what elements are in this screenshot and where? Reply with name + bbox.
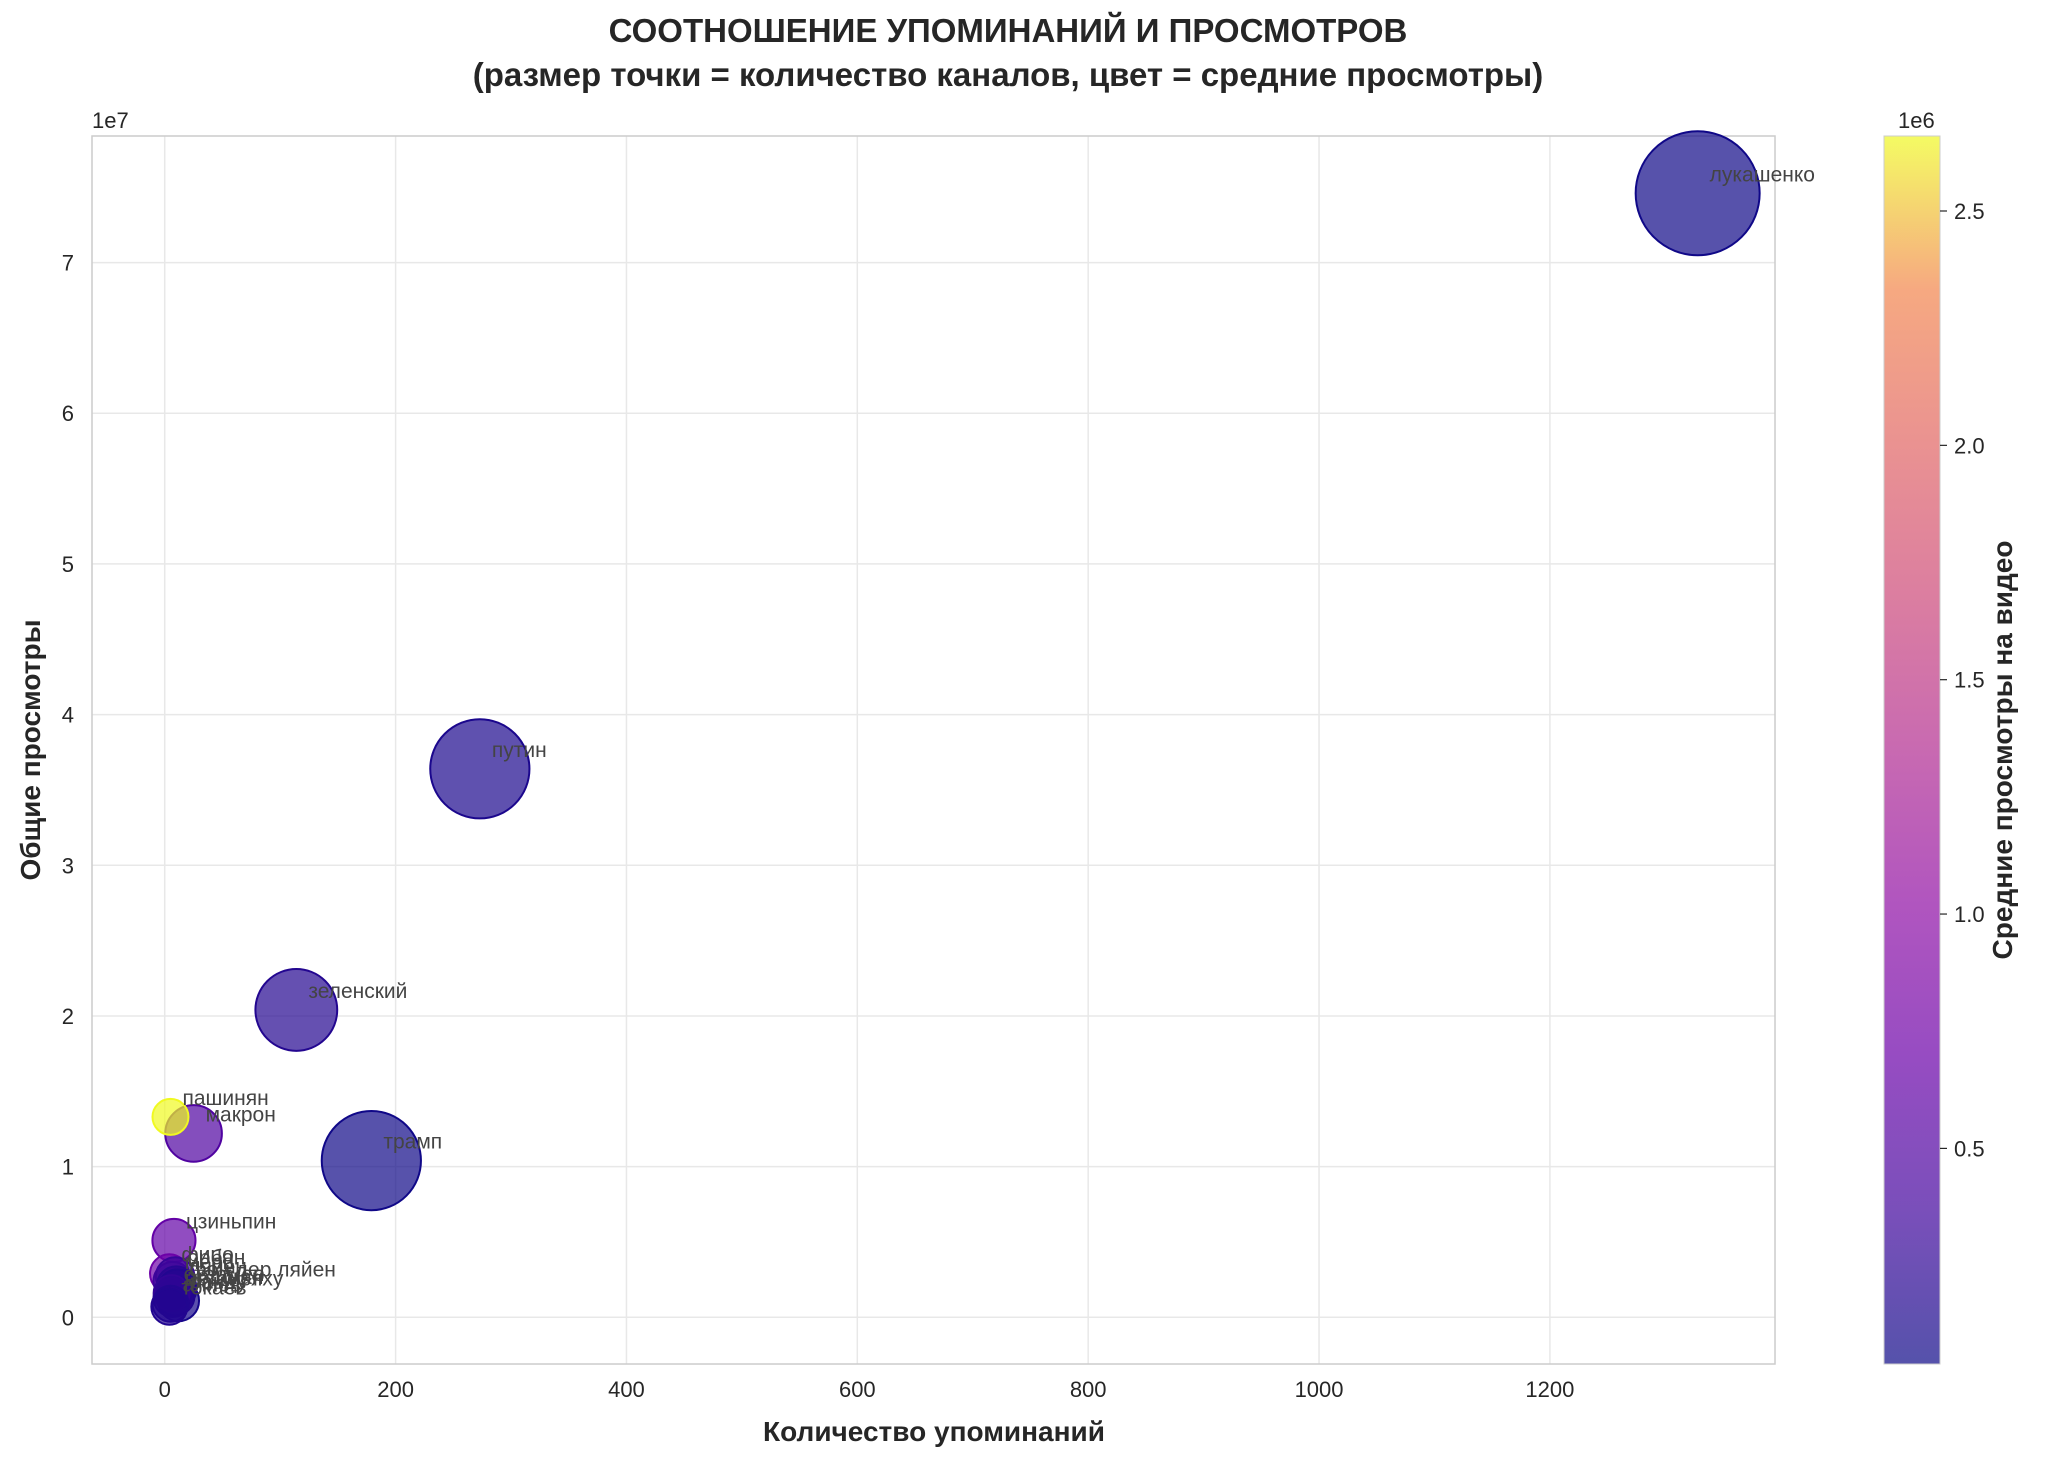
colorbar-label: Средние просмотры на видео	[1987, 541, 2018, 960]
y-tick-label: 5	[62, 552, 74, 577]
x-tick-label: 800	[1070, 1377, 1107, 1402]
chart-subtitle: (размер точки = количество каналов, цвет…	[473, 56, 1543, 93]
x-tick-label: 400	[608, 1377, 645, 1402]
point-label: путин	[492, 739, 547, 762]
scatter-point	[320, 1109, 422, 1212]
point-label: алиев	[182, 1274, 241, 1297]
y-tick-label: 7	[62, 251, 74, 276]
colorbar	[1883, 135, 1941, 1365]
point-label: орбан	[187, 1247, 245, 1270]
x-tick-label: 1200	[1525, 1377, 1574, 1402]
y-axis-label: Общие просмотры	[15, 619, 46, 880]
y-tick-label: 1	[62, 1155, 74, 1180]
scatter-point	[151, 1097, 190, 1136]
point-label: нетаньяху	[185, 1268, 284, 1291]
point-label: зеленский	[308, 980, 407, 1003]
point-label: макрон	[206, 1103, 276, 1126]
y-offset-label: 1e7	[92, 108, 129, 133]
point-label: мерц	[185, 1251, 235, 1274]
colorbar-tick-label: 1.0	[1954, 902, 1985, 927]
point-label: ляйен	[188, 1256, 247, 1279]
y-tick-label: 0	[62, 1305, 74, 1330]
point-label: токаев	[181, 1277, 246, 1300]
point-label: эрдоган	[187, 1266, 263, 1289]
y-tick-label: 4	[62, 703, 74, 728]
point-label: санду	[191, 1271, 248, 1294]
point-label: пашинян	[182, 1087, 268, 1110]
y-tick-label: 2	[62, 1004, 74, 1029]
point-label: фицо	[181, 1244, 233, 1267]
point-label: фон дер ляйен	[189, 1259, 335, 1282]
x-tick-label: 0	[159, 1377, 171, 1402]
colorbar-ticks: 0.5 1.0 1.5 2.0 2.5	[1940, 199, 1985, 1161]
x-axis-ticks: 0 200 400 600 800 1000 1200	[159, 1377, 1575, 1402]
x-tick-label: 1000	[1295, 1377, 1344, 1402]
scatter-point	[150, 1287, 189, 1326]
y-tick-label: 6	[62, 401, 74, 426]
y-tick-label: 3	[62, 853, 74, 878]
colorbar-tick-label: 0.5	[1954, 1136, 1985, 1161]
colorbar-tick-label: 1.5	[1954, 668, 1985, 693]
colorbar-offset-label: 1e6	[1898, 108, 1935, 133]
colorbar-tick-label: 2.0	[1954, 433, 1985, 458]
point-label: стармер	[184, 1263, 265, 1286]
point-label: цзиньпин	[186, 1210, 276, 1233]
point-label: трамп	[383, 1131, 442, 1154]
y-axis-ticks: 0 1 2 3 4 5 6 7	[62, 251, 74, 1331]
point-labels: лукашенко путин зеленский трамп пашинянмакро…	[181, 163, 1815, 1299]
colorbar-tick-label: 2.5	[1954, 199, 1985, 224]
chart-title: СООТНОШЕНИЕ УПОМИНАНИЙ И ПРОСМОТРОВ	[609, 11, 1408, 49]
grid-lines	[92, 136, 1775, 1364]
x-axis-label: Количество упоминаний	[763, 1416, 1105, 1447]
scatter-point	[1634, 130, 1761, 257]
plot-frame	[91, 135, 1776, 1365]
scatter-point	[254, 968, 339, 1052]
x-tick-label: 600	[839, 1377, 876, 1402]
x-tick-label: 200	[377, 1377, 414, 1402]
scatter-point	[429, 718, 531, 820]
data-points	[149, 130, 1761, 1326]
point-label: лукашенко	[1710, 163, 1815, 186]
